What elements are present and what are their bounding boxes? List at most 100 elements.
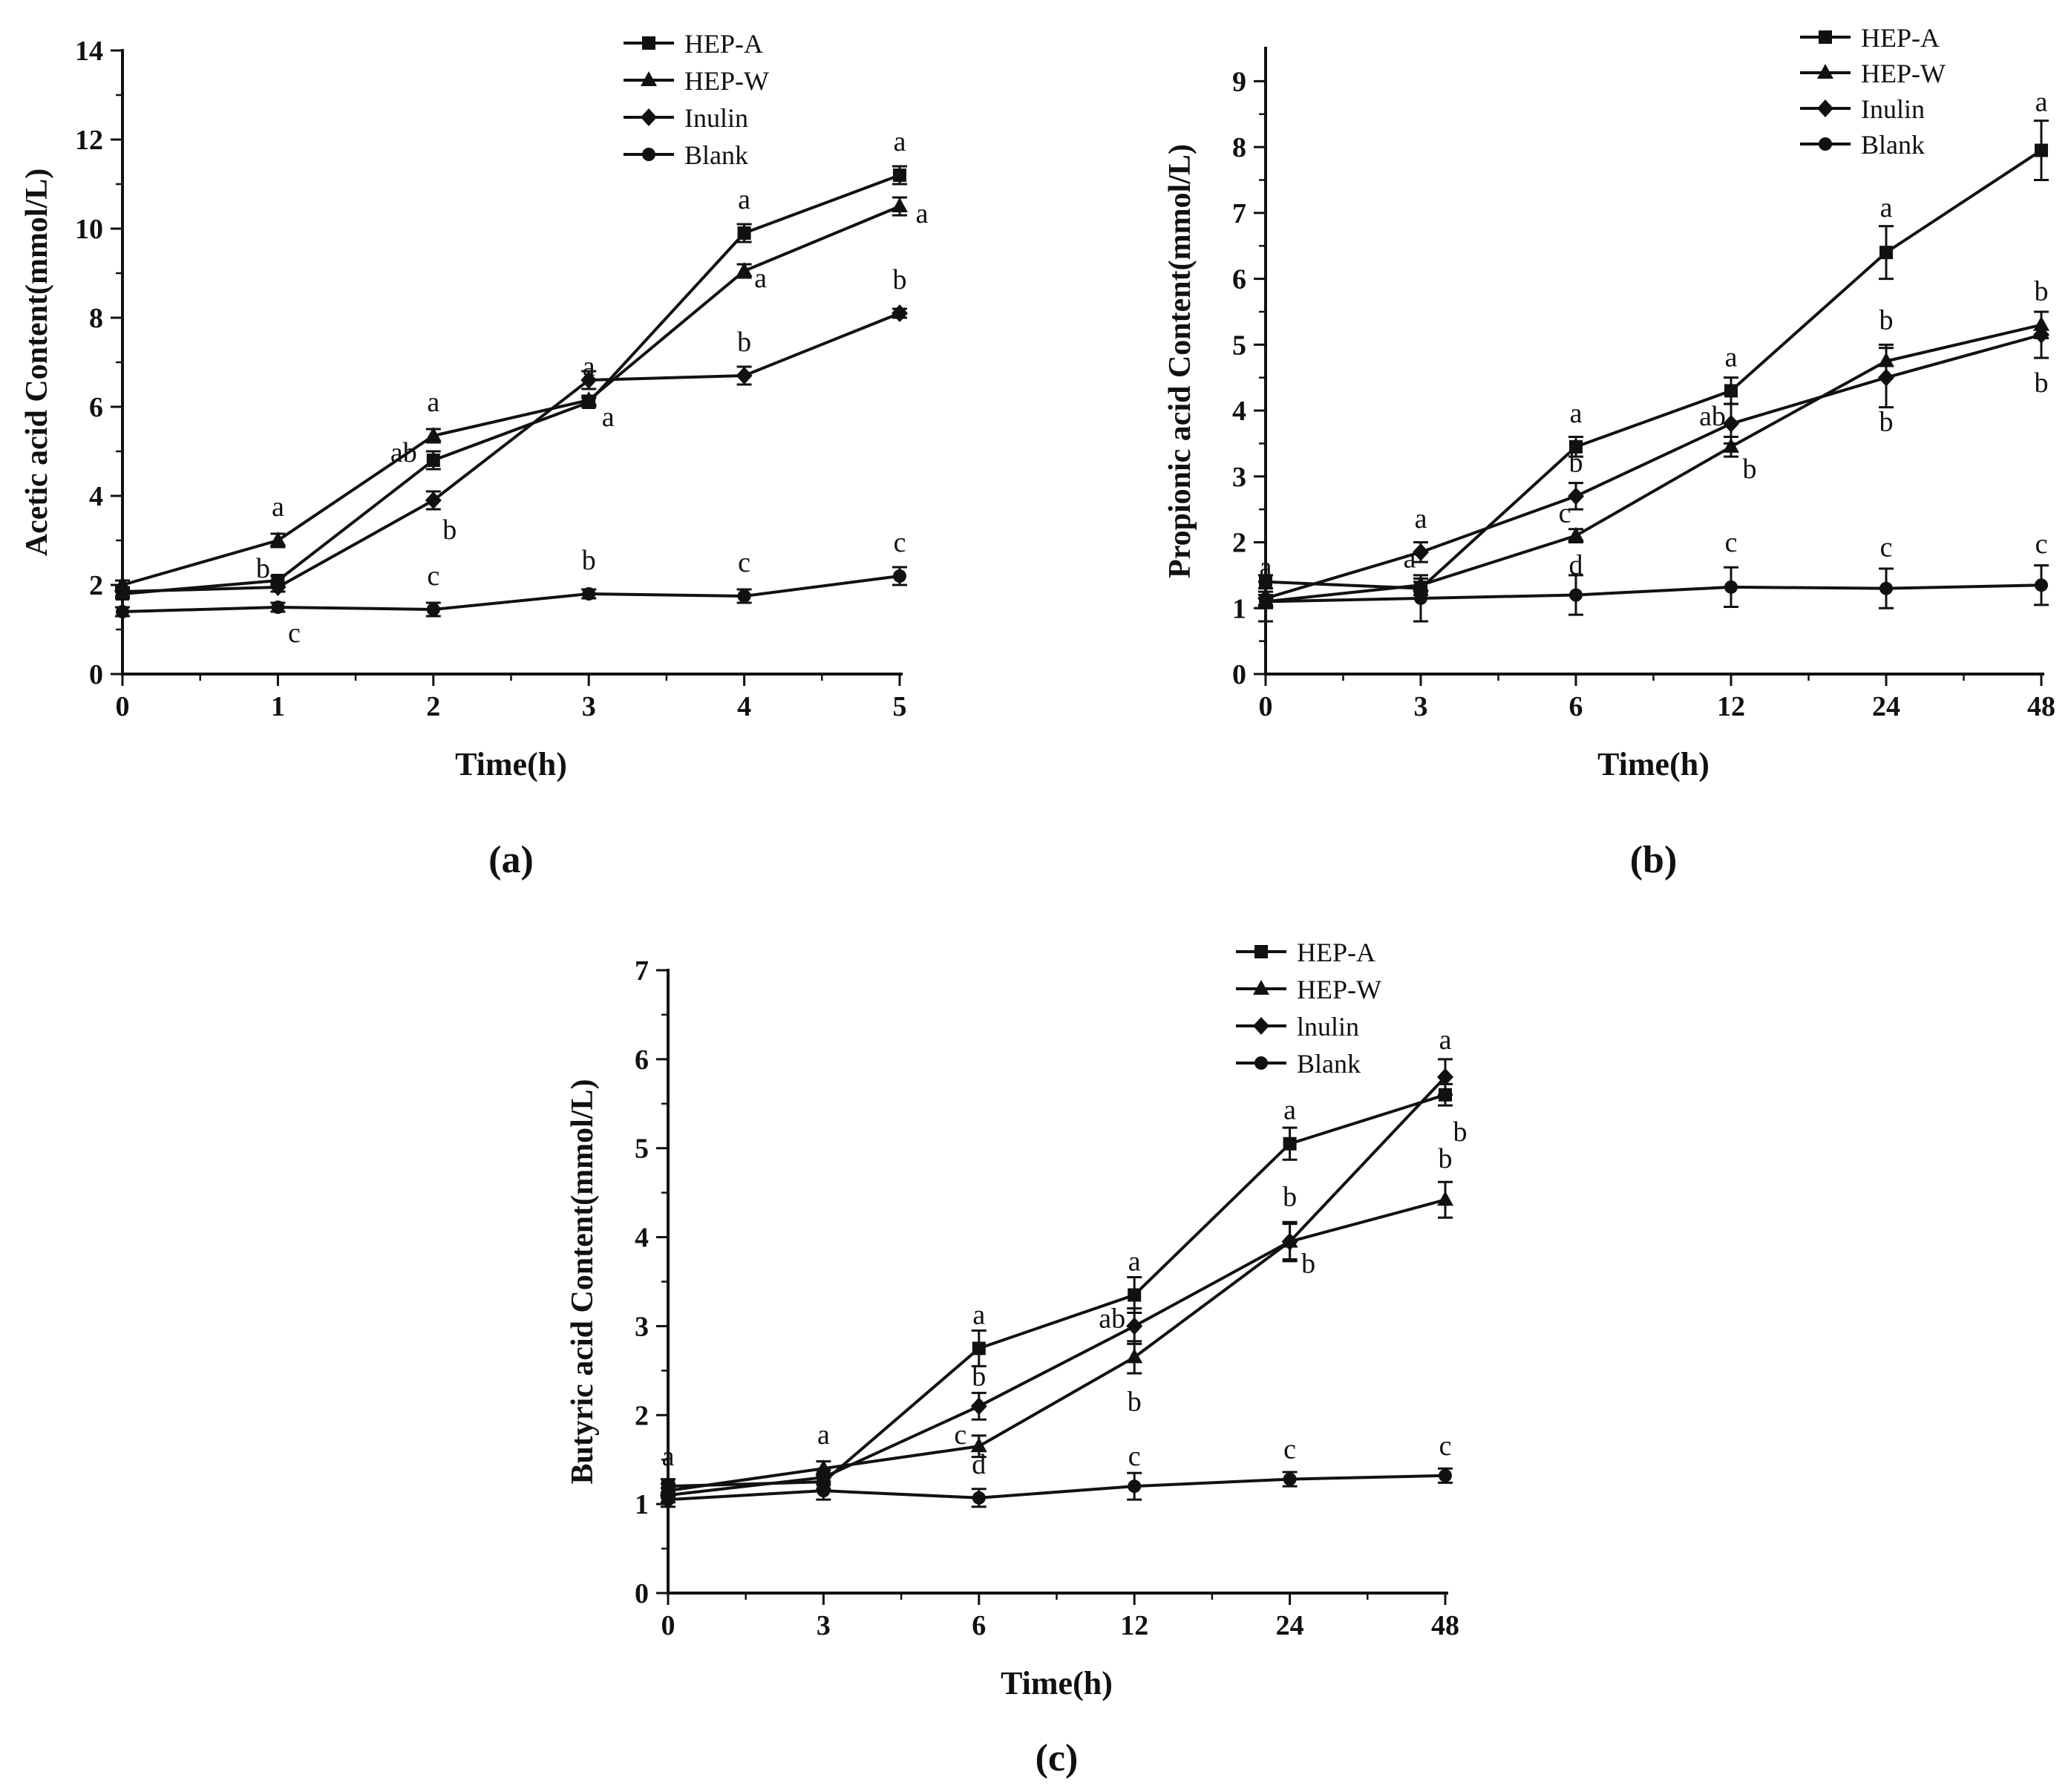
data-point (582, 587, 596, 601)
legend-entry: HEP-W (1236, 975, 1381, 1004)
x-tick-label: 6 (1569, 691, 1583, 722)
legend-marker (642, 36, 655, 50)
significance-letter: a (1439, 1024, 1452, 1056)
y-tick-label: 4 (1232, 396, 1246, 427)
data-point (1879, 581, 1893, 595)
data-point (269, 578, 287, 596)
legend-entry: HEP-A (624, 29, 763, 59)
significance-letter: b (1128, 1386, 1142, 1417)
data-point (425, 427, 442, 442)
legend-label: Blank (684, 140, 748, 170)
series-line (122, 312, 900, 593)
data-point (1724, 580, 1738, 594)
significance-letter: a (427, 387, 439, 418)
data-point (1126, 1348, 1143, 1364)
significance-letter: b (972, 1361, 986, 1392)
y-tick-label: 8 (1232, 132, 1246, 163)
data-point (737, 226, 751, 240)
data-point (1128, 1479, 1142, 1494)
significance-letter: b (1879, 305, 1894, 336)
y-tick-label: 4 (635, 1223, 649, 1254)
data-point (271, 601, 285, 614)
data-point (425, 491, 442, 509)
legend-label: Inulin (1861, 94, 1925, 124)
data-point (1437, 1067, 1453, 1086)
data-point (1126, 1317, 1143, 1335)
data-point (426, 603, 440, 616)
x-tick-label: 0 (661, 1610, 675, 1641)
significance-letter: a (1260, 552, 1272, 583)
significance-letter: a (894, 126, 906, 157)
significance-letter: a (1415, 503, 1427, 534)
legend-marker (641, 71, 657, 86)
y-tick-label: 0 (89, 659, 103, 690)
y-tick-label: 3 (635, 1311, 649, 1342)
significance-letter: a (817, 1419, 830, 1451)
data-point (426, 454, 440, 467)
significance-letter: a (583, 351, 595, 382)
y-tick-label: 7 (1232, 198, 1246, 229)
significance-letter: a (972, 1299, 985, 1330)
data-point (736, 367, 753, 385)
legend-marker (1254, 1056, 1268, 1070)
data-point (580, 371, 598, 389)
legend-label: lnulin (1297, 1012, 1359, 1041)
x-tick-label: 6 (972, 1610, 986, 1641)
data-point (1259, 595, 1272, 609)
series-line (1265, 333, 2042, 600)
x-tick-label: 12 (1120, 1610, 1148, 1641)
x-axis-label: Time(h) (455, 746, 567, 782)
data-point (891, 197, 908, 212)
series-hep-a: a b a a (115, 126, 907, 601)
data-point (1569, 588, 1583, 602)
y-tick-label: 6 (89, 392, 103, 423)
legend-entry: lnulin (1236, 1012, 1359, 1041)
data-point (1724, 384, 1738, 398)
y-tick-label: 0 (1232, 659, 1246, 690)
significance-letter: b (1283, 1182, 1297, 1213)
legend-entry: Blank (1800, 130, 1925, 160)
significance-letter: ab (1699, 401, 1726, 432)
significance-letter: b (442, 514, 457, 546)
series-line (667, 1093, 1446, 1488)
legend-label: HEP-A (684, 29, 763, 59)
series-line (122, 174, 900, 595)
series-line (1265, 148, 2043, 590)
y-tick-label: 5 (635, 1134, 649, 1165)
significance-letter: a (916, 198, 929, 229)
significance-letter: d (1569, 550, 1583, 581)
x-tick-label: 24 (1276, 1610, 1304, 1641)
data-point (737, 589, 751, 603)
legend-entry: Inulin (1800, 94, 1925, 124)
significance-letter: c (1725, 527, 1738, 558)
legend-entry: HEP-A (1236, 938, 1375, 967)
significance-letter: c (1128, 1441, 1141, 1472)
data-point (893, 169, 906, 182)
data-point (1413, 543, 1429, 561)
data-point (2033, 326, 2049, 344)
series-line (1265, 323, 2042, 604)
legend-label: HEP-W (684, 66, 769, 96)
data-point (970, 1437, 987, 1453)
significance-letter: b (737, 327, 751, 358)
significance-letter: c (738, 547, 750, 578)
series-line (667, 1474, 1446, 1502)
series-line (667, 1076, 1447, 1497)
panel-label: (c) (1036, 1737, 1079, 1779)
significance-letter: a (1570, 398, 1583, 429)
series-line (122, 205, 900, 586)
data-point (972, 1491, 986, 1505)
x-tick-label: 2 (426, 691, 440, 722)
data-point (1568, 487, 1584, 506)
data-point (269, 532, 287, 546)
data-point (1879, 246, 1893, 260)
significance-letter: c (1439, 1430, 1452, 1462)
y-axis-label: Butyric acid Content(mmol/L) (566, 1079, 600, 1485)
data-point (736, 262, 753, 277)
significance-letter: a (754, 263, 767, 294)
